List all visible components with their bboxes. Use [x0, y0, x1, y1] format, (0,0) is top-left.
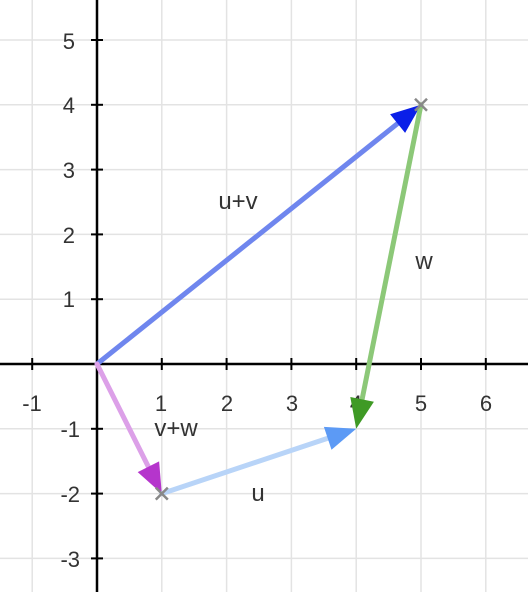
- axis-ticks: [31, 39, 487, 560]
- vectors: [94, 102, 424, 497]
- vector-u-line: [159, 434, 335, 497]
- vector-w-line: [358, 102, 424, 406]
- vector-w-arrowhead: [350, 397, 374, 429]
- points: [154, 97, 428, 501]
- vector-u: [159, 426, 357, 497]
- x-tick-label-6: 6: [480, 391, 492, 416]
- vector-v-plus-w-line: [94, 361, 153, 473]
- vector-u-plus-v-arrowhead: [390, 104, 421, 133]
- vector-u-arrowhead: [323, 426, 357, 450]
- y-tick-label-2: 2: [63, 223, 75, 248]
- y-tick-label-neg3: -3: [60, 547, 80, 572]
- label-u: u: [251, 480, 264, 507]
- x-tick-label-2: 2: [221, 391, 233, 416]
- x-tick-label-1: 1: [155, 391, 167, 416]
- y-tick-label-4: 4: [63, 93, 75, 118]
- x-tick-label-3: 3: [286, 391, 298, 416]
- x-tick-labels: -1 1 2 3 4 5 6: [22, 391, 492, 416]
- vector-u-plus-v: [94, 104, 421, 367]
- label-v-plus-w: v+w: [154, 415, 198, 442]
- vector-v-plus-w-arrowhead: [137, 461, 162, 494]
- y-tick-label-5: 5: [63, 29, 75, 54]
- x-tick-label-neg1: -1: [22, 391, 42, 416]
- y-tick-label-3: 3: [63, 158, 75, 183]
- y-tick-label-neg1: -1: [60, 417, 80, 442]
- vector-v-plus-w: [94, 361, 162, 494]
- label-w: w: [414, 248, 433, 275]
- label-u-plus-v: u+v: [218, 188, 257, 215]
- point-marker-stroke: [414, 97, 428, 112]
- vector-w: [350, 102, 424, 429]
- vector-u-plus-v-line: [94, 118, 404, 367]
- point-marker-1-neg2[interactable]: [154, 486, 169, 501]
- x-tick-label-5: 5: [415, 391, 427, 416]
- vector-labels: u+v w v+w u: [154, 188, 433, 507]
- point-marker-5-4[interactable]: [414, 97, 428, 112]
- y-tick-label-neg2: -2: [60, 482, 80, 507]
- y-tick-labels: 5 4 3 2 1 -1 -2 -3: [60, 29, 80, 572]
- point-marker-stroke: [154, 486, 169, 501]
- y-tick-label-1: 1: [63, 287, 75, 312]
